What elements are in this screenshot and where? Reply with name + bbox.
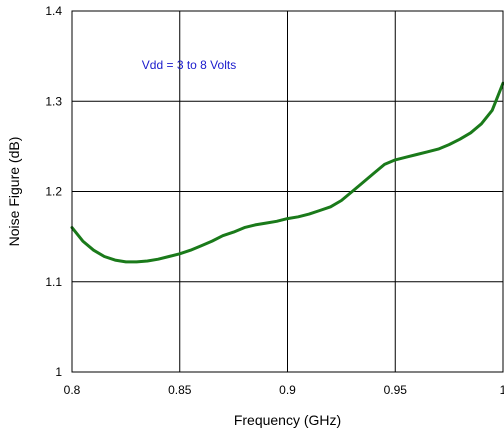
vdd-annotation: Vdd = 3 to 8 Volts — [142, 58, 236, 72]
x-tick-label: 0.85 — [168, 383, 192, 397]
y-axis-title: Noise Figure (dB) — [6, 137, 22, 247]
y-tick-label: 1 — [55, 365, 62, 379]
plot-frame — [71, 10, 504, 373]
x-tick-labels: 0.8 0.85 0.9 0.95 1 — [64, 383, 504, 397]
series-group — [70, 81, 504, 264]
y-tick-labels: 1 1.1 1.2 1.3 1.4 — [45, 4, 62, 379]
y-tick-label: 1.1 — [45, 275, 62, 289]
x-tick-label: 0.9 — [279, 383, 296, 397]
y-tick-label: 1.4 — [45, 4, 62, 18]
x-tick-label: 1 — [500, 383, 504, 397]
y-tick-label: 1.3 — [45, 94, 62, 108]
x-tick-label: 0.95 — [384, 383, 408, 397]
y-tick-label: 1.2 — [45, 185, 62, 199]
noise-figure-line — [70, 81, 504, 264]
x-tick-label: 0.8 — [64, 383, 81, 397]
x-axis-title: Frequency (GHz) — [234, 412, 341, 428]
